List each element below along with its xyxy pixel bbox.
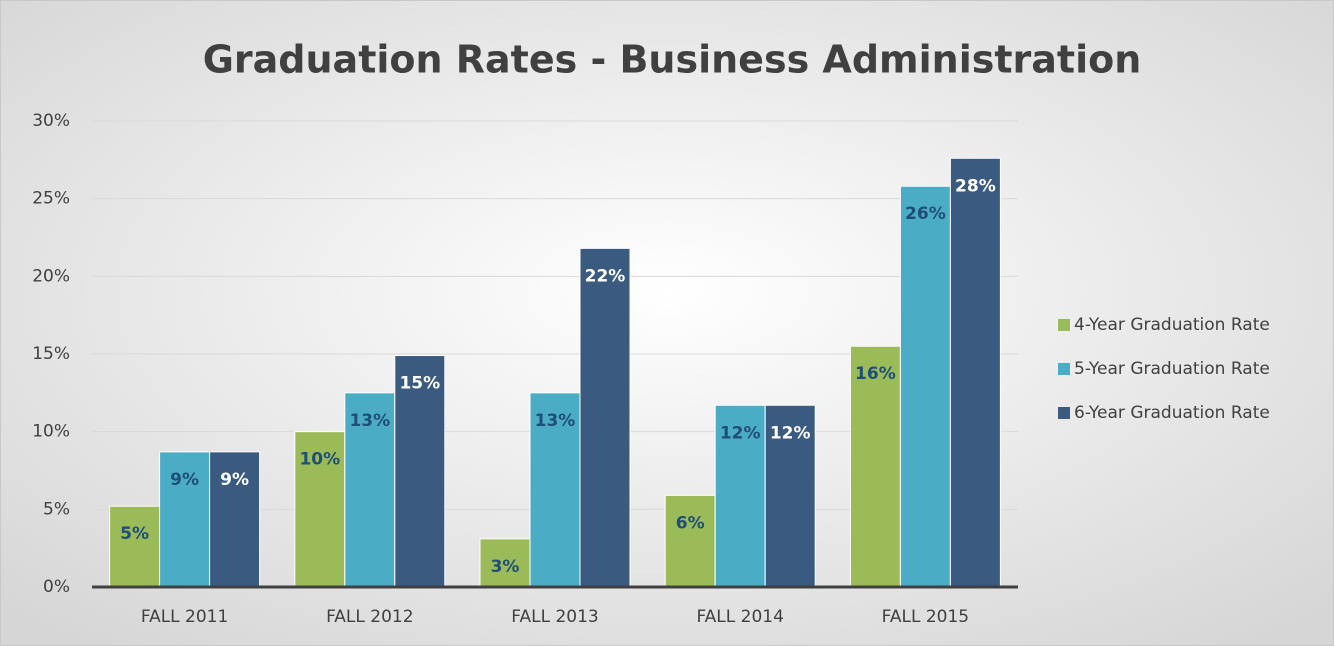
data-label: 22% <box>585 266 626 286</box>
legend-swatch <box>1058 319 1070 331</box>
x-tick-label: FALL 2013 <box>511 607 598 627</box>
bar <box>344 392 396 588</box>
y-tick-label: 0% <box>43 577 70 597</box>
data-label: 6% <box>676 513 705 533</box>
data-label: 13% <box>349 411 390 431</box>
bar <box>109 505 161 588</box>
legend-label: 4-Year Graduation Rate <box>1074 315 1270 335</box>
data-label: 9% <box>220 470 249 490</box>
data-label: 9% <box>170 470 199 490</box>
bar <box>209 451 261 588</box>
y-tick-label: 10% <box>32 422 70 442</box>
chart-title: Graduation Rates - Business Administrati… <box>203 38 1142 82</box>
data-label: 5% <box>120 524 149 544</box>
x-tick-label: FALL 2015 <box>882 607 969 627</box>
bar <box>899 185 951 588</box>
legend-label: 6-Year Graduation Rate <box>1074 403 1270 423</box>
data-label: 26% <box>905 204 946 224</box>
data-label: 15% <box>399 374 440 394</box>
x-tick-label: FALL 2014 <box>696 607 783 627</box>
data-label: 28% <box>955 176 996 196</box>
bar <box>159 451 211 588</box>
data-label: 13% <box>535 411 576 431</box>
data-label: 10% <box>299 450 340 470</box>
bar <box>579 247 631 588</box>
bar <box>764 404 816 588</box>
y-tick-label: 15% <box>32 344 70 364</box>
data-label: 12% <box>720 423 761 443</box>
data-label: 3% <box>491 557 520 577</box>
legend-label: 5-Year Graduation Rate <box>1074 359 1270 379</box>
y-tick-label: 5% <box>43 499 70 519</box>
data-label: 12% <box>770 423 811 443</box>
legend-swatch <box>1058 363 1070 375</box>
data-label: 16% <box>855 364 896 384</box>
y-tick-label: 20% <box>32 266 70 286</box>
bar <box>294 431 346 588</box>
x-tick-label: FALL 2011 <box>141 607 228 627</box>
bar <box>664 494 716 588</box>
bar <box>949 157 1001 588</box>
bar <box>394 355 446 588</box>
y-tick-label: 30% <box>32 111 70 131</box>
legend-swatch <box>1058 407 1070 419</box>
bar <box>849 345 901 588</box>
x-tick-label: FALL 2012 <box>326 607 413 627</box>
y-tick-label: 25% <box>32 189 70 209</box>
